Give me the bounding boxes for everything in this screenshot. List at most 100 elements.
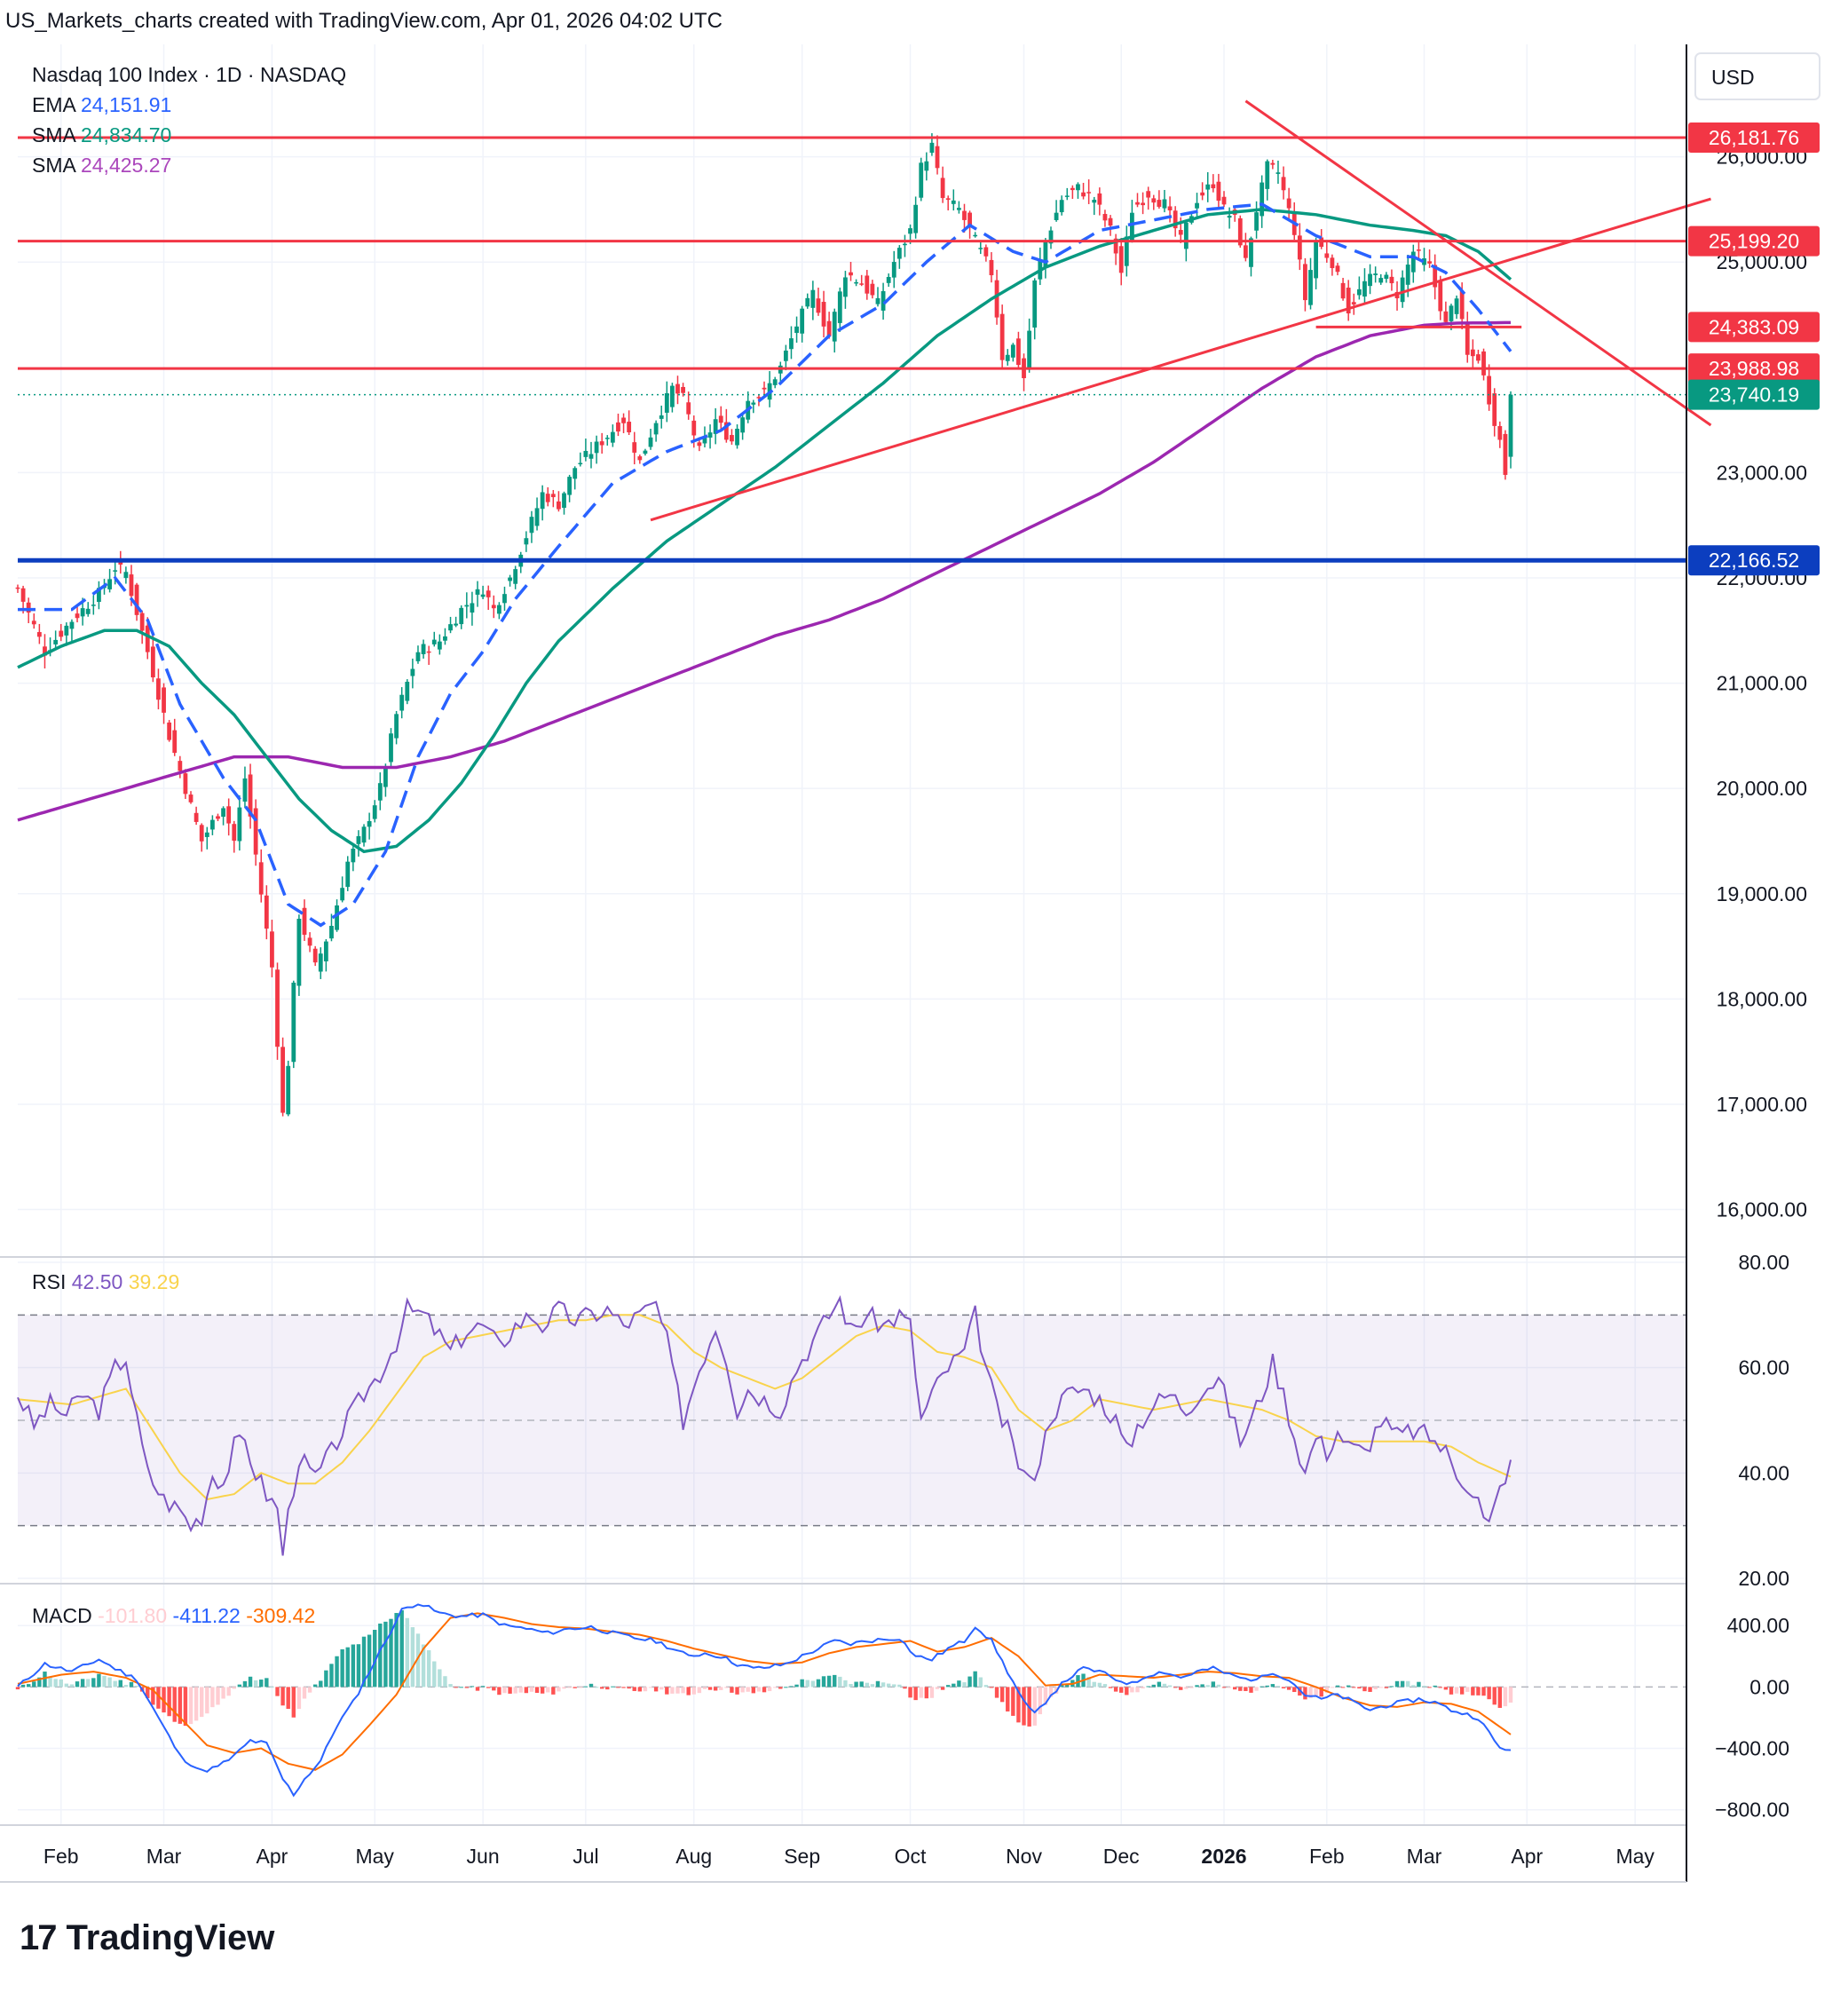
ma-legend-label: SMA [32, 154, 81, 177]
candle-body [1459, 290, 1465, 320]
candle-body [134, 584, 139, 615]
macd-histogram-bar [611, 1686, 615, 1688]
macd-histogram-bar [508, 1687, 512, 1694]
macd-histogram-bar [134, 1685, 139, 1688]
macd-histogram-bar [248, 1676, 253, 1688]
candle-body [145, 625, 150, 652]
macd-histogram-bar [448, 1684, 453, 1688]
macd-histogram-bar [994, 1687, 999, 1698]
candle-body [697, 442, 702, 447]
candle-body [599, 441, 604, 446]
candle-body [1141, 202, 1145, 206]
candle-body [59, 630, 64, 637]
candle-body [903, 243, 907, 246]
candle-body [989, 259, 994, 276]
candle-body [1492, 393, 1497, 426]
candle-body [994, 280, 999, 318]
macd-histogram-bar [1330, 1687, 1335, 1688]
macd-histogram-bar [567, 1687, 572, 1688]
ma-legend-value: 24,151.91 [81, 93, 171, 116]
candle-body [588, 454, 594, 459]
macd-histogram-bar [1135, 1687, 1140, 1693]
ma-legend-value: 24,834.70 [81, 123, 171, 146]
x-tick-label: Nov [1006, 1845, 1042, 1868]
candle-body [1330, 257, 1335, 269]
macd-histogram-bar [1173, 1687, 1178, 1688]
macd-histogram-bar [935, 1687, 940, 1689]
macd-histogram-bar [653, 1687, 659, 1692]
macd-histogram-bar [746, 1687, 750, 1692]
macd-histogram-bar [1227, 1687, 1232, 1688]
candle-body [80, 608, 85, 617]
macd-histogram-bar [492, 1687, 496, 1691]
macd-histogram-bar [59, 1679, 63, 1688]
macd-histogram-bar [1319, 1687, 1323, 1697]
candle-body [475, 589, 480, 595]
macd-histogram-bar [178, 1687, 183, 1724]
candle-body [540, 492, 545, 510]
macd-histogram-bar [291, 1687, 296, 1718]
candle-body [805, 297, 810, 307]
macd-histogram-bar [1492, 1687, 1497, 1705]
macd-histogram-bar [329, 1664, 334, 1688]
candle-body [470, 603, 475, 613]
macd-histogram-bar [1443, 1687, 1449, 1690]
candle-body [172, 730, 178, 754]
candle-body [707, 432, 713, 438]
candle-body [496, 605, 501, 614]
macd-histogram-bar [64, 1683, 69, 1688]
candle-body [604, 438, 610, 439]
macd-histogram-bar [1167, 1685, 1173, 1688]
macd-histogram-bar [383, 1621, 388, 1688]
macd-histogram-bar [730, 1687, 734, 1693]
macd-histogram-bar [356, 1644, 361, 1688]
chart-canvas[interactable]: Feb Mar Apr May Jun Jul Aug Sep Oct Nov Dec 2026 Feb… [0, 44, 1848, 1909]
candle-body [859, 283, 865, 285]
candle-body [751, 402, 756, 405]
macd-legend: MACD -101.80 -411.22 -309.42 [32, 1604, 315, 1627]
macd-histogram-bar [665, 1687, 669, 1695]
candle-body [648, 437, 653, 447]
candle-body [1118, 246, 1124, 273]
candle-body [794, 326, 799, 334]
macd-histogram-bar [319, 1680, 323, 1688]
ma-legend-label: SMA [32, 123, 81, 146]
price-tick-label: 20,000.00 [1717, 777, 1807, 800]
candle-body [1237, 217, 1243, 246]
candle-body [1297, 235, 1302, 260]
macd-histogram-bar [253, 1680, 258, 1688]
candle-body [896, 248, 902, 259]
candle-body [1378, 278, 1384, 283]
macd-histogram-bar [1503, 1687, 1508, 1707]
macd-histogram-bar [242, 1680, 248, 1688]
macd-histogram-bar [1216, 1684, 1221, 1688]
macd-histogram-bar [1487, 1687, 1491, 1700]
macd-histogram-bar [394, 1613, 399, 1688]
ma-legend: EMA 24,151.91 [32, 93, 171, 116]
candle-body [383, 766, 388, 787]
price-level-tag [1688, 123, 1820, 154]
candle-body [1032, 280, 1038, 328]
macd-histogram-bar [438, 1669, 442, 1688]
macd-histogram-bar [183, 1687, 188, 1727]
macd-histogram-bar [1497, 1687, 1503, 1708]
candle-body [1427, 261, 1432, 264]
price-level-label: 22,166.52 [1709, 549, 1799, 572]
macd-histogram-bar [129, 1681, 134, 1688]
macd-histogram-bar [335, 1656, 339, 1688]
candle-body [1308, 270, 1313, 305]
macd-histogram-bar [1340, 1687, 1346, 1688]
candle-body [816, 298, 821, 313]
macd-histogram-bar [659, 1687, 664, 1690]
macd-histogram-bar [983, 1685, 989, 1688]
candle-body [621, 417, 626, 423]
macd-histogram-bar [881, 1682, 886, 1688]
candle-body [1470, 349, 1475, 357]
candle-body [15, 587, 20, 589]
macd-histogram-bar [578, 1687, 582, 1688]
tradingview-logo[interactable]: 17 TradingView [20, 1916, 274, 1960]
x-tick-label: May [1615, 1845, 1655, 1868]
ma-legend-label: EMA [32, 93, 81, 116]
candle-body [1508, 394, 1513, 457]
macd-histogram-bar [1119, 1687, 1124, 1693]
